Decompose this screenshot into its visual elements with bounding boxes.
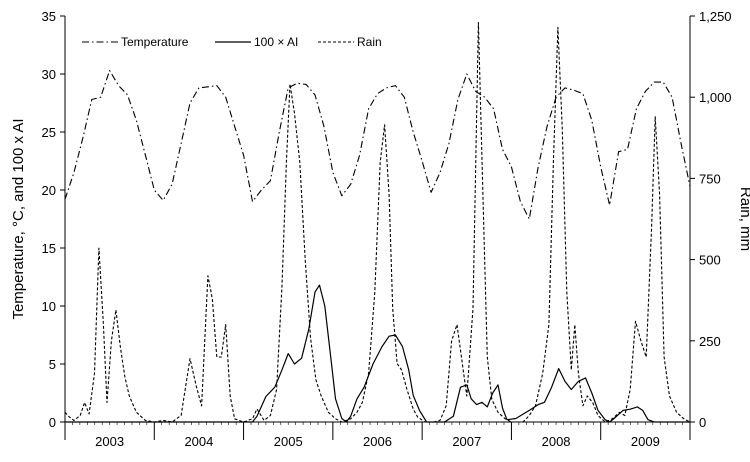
y-right-tick-label: 750 [699,171,721,186]
y-left-tick-label: 30 [42,67,56,82]
y-left-tick-label: 15 [42,241,56,256]
x-tick-label: 2005 [274,434,303,449]
y-left-tick-label: 5 [49,357,56,372]
x-tick-label: 2004 [184,434,213,449]
series-line-temperature [64,69,691,220]
legend-label: Rain [357,35,382,49]
legend-label: Temperature [121,35,189,49]
y-right-tick-label: 500 [699,253,721,268]
series-line-rain [64,21,691,423]
labels-layer: 0 5 10 15 20 25 30 35 0 250 500 750 1,000 1,250 2003 20… [10,9,750,449]
y-right-tick-label: 250 [699,334,721,349]
x-tick-label: 2003 [95,434,124,449]
y-left-tick-label: 25 [42,125,56,140]
series-layer [64,21,691,423]
x-tick-label: 2008 [542,434,571,449]
y-right-tick-label: 0 [699,415,706,430]
legend-label: 100 × AI [254,35,298,49]
series-line-100-ai [65,284,690,423]
y-left-tick-label: 0 [49,415,56,430]
y-axis-left-title: Temperature, °C, and 100 x AI [10,118,27,319]
y-right-tick-label: 1,000 [699,90,732,105]
y-left-tick-label: 20 [42,183,56,198]
y-right-tick-label: 1,250 [699,9,732,24]
x-tick-label: 2007 [452,434,481,449]
x-tick-label: 2006 [363,434,392,449]
y-axis-right-title: Rain, mm [737,187,750,251]
y-left-tick-label: 35 [42,9,56,24]
x-tick-label: 2009 [631,434,660,449]
y-left-tick-label: 10 [42,299,56,314]
legend: Temperature 100 × AI Rain [82,35,382,49]
